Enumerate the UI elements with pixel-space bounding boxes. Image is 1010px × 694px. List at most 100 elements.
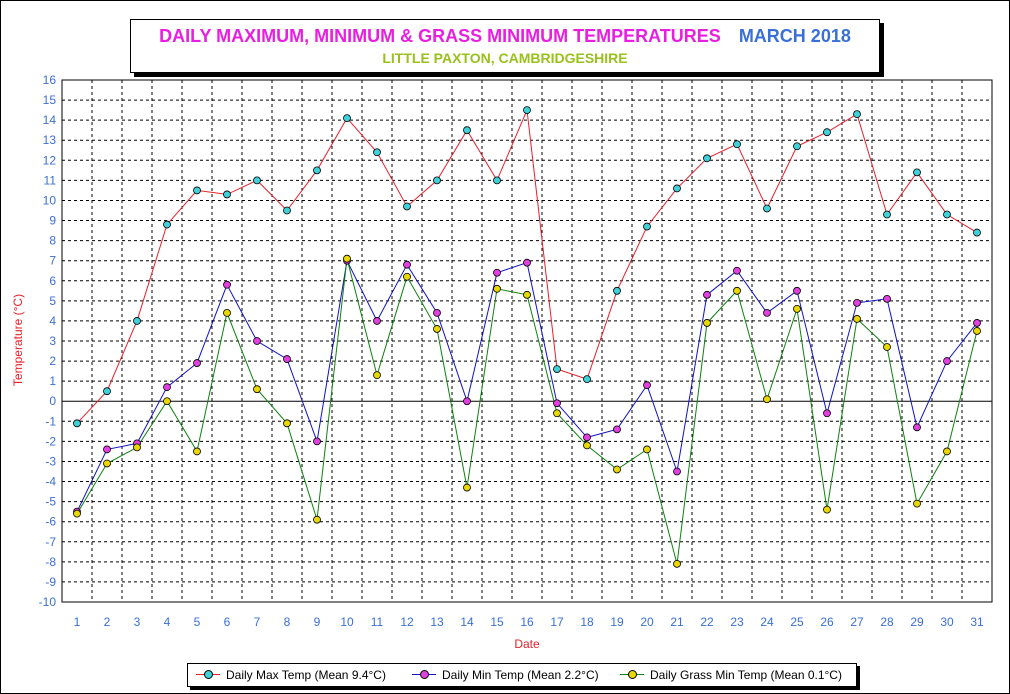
max-temp-point xyxy=(403,202,411,211)
y-tick-label: -9 xyxy=(45,575,56,589)
legend-marker xyxy=(204,670,213,679)
x-tick-label: 7 xyxy=(254,615,261,629)
y-tick-label: -2 xyxy=(45,434,56,448)
legend-swatch xyxy=(194,664,222,686)
grass-min-temp-point xyxy=(493,284,501,293)
min-temp-point xyxy=(463,397,471,406)
temperature-chart: 161514131211109876543210-1-2-3-4-5-6-7-8… xyxy=(11,73,993,651)
chart-month: MARCH 2018 xyxy=(738,26,851,46)
max-temp-point xyxy=(853,110,861,119)
x-tick-label: 9 xyxy=(314,615,321,629)
x-tick-label: 21 xyxy=(670,615,684,629)
min-temp-point xyxy=(403,260,411,269)
grass-min-temp-point xyxy=(73,509,81,518)
max-temp-point xyxy=(973,228,981,237)
y-tick-label: 15 xyxy=(43,93,57,107)
legend-item-grass-min: Daily Grass Min Temp (Mean 0.1°C) xyxy=(618,664,842,686)
grass-min-temp-point xyxy=(763,395,771,404)
max-temp-point xyxy=(553,365,561,374)
x-tick-label: 2 xyxy=(104,615,111,629)
max-temp-point xyxy=(283,206,291,215)
grass-min-temp-point xyxy=(463,483,471,492)
grass-min-temp-point xyxy=(433,325,441,333)
x-tick-label: 1 xyxy=(74,615,81,629)
min-temp-point xyxy=(883,294,891,303)
y-tick-label: 8 xyxy=(49,234,56,248)
x-tick-label: 6 xyxy=(224,615,231,629)
max-temp-point xyxy=(223,190,231,199)
max-temp-point xyxy=(253,176,261,185)
x-tick-label: 19 xyxy=(610,615,624,629)
y-tick-label: 2 xyxy=(49,354,56,368)
grass-min-temp-point xyxy=(823,505,831,514)
x-tick-label: 25 xyxy=(790,615,804,629)
y-tick-label: -7 xyxy=(45,535,56,549)
legend-item-max: Daily Max Temp (Mean 9.4°C) xyxy=(194,664,386,686)
grass-min-temp-point xyxy=(283,419,291,428)
grass-min-temp-point xyxy=(553,409,561,418)
max-temp-point xyxy=(133,317,141,325)
x-tick-label: 10 xyxy=(340,615,354,629)
grass-min-temp-point xyxy=(103,459,111,468)
min-temp-point xyxy=(613,425,621,434)
grass-min-temp-point xyxy=(163,397,171,406)
x-axis-label: Date xyxy=(514,637,540,651)
min-temp-point xyxy=(673,467,681,476)
x-tick-label: 24 xyxy=(760,615,774,629)
y-tick-label: -4 xyxy=(45,475,56,489)
y-tick-label: -10 xyxy=(39,595,57,609)
x-tick-label: 23 xyxy=(730,615,744,629)
max-temp-point xyxy=(73,419,81,428)
grass-min-temp-point xyxy=(853,315,861,323)
min-temp-point xyxy=(703,290,711,299)
grass-min-temp-point xyxy=(523,290,531,299)
y-tick-label: -3 xyxy=(45,454,56,468)
x-tick-label: 3 xyxy=(134,615,141,629)
min-temp-point xyxy=(853,298,861,307)
grass-min-temp-point xyxy=(913,499,921,508)
max-temp-point xyxy=(943,210,951,219)
y-tick-label: -1 xyxy=(45,414,56,428)
legend-label: Daily Min Temp (Mean 2.2°C) xyxy=(442,668,599,682)
min-temp-point xyxy=(583,433,591,442)
max-temp-point xyxy=(103,387,111,396)
max-temp-point xyxy=(793,142,801,151)
x-tick-label: 29 xyxy=(910,615,924,629)
legend-label: Daily Grass Min Temp (Mean 0.1°C) xyxy=(650,668,842,682)
y-tick-label: 14 xyxy=(43,113,57,127)
max-temp-point xyxy=(493,176,501,185)
grass-min-temp-point xyxy=(313,515,321,524)
y-tick-label: -6 xyxy=(45,515,56,529)
min-temp-point xyxy=(313,437,321,446)
legend-marker xyxy=(420,670,429,679)
max-temp-point xyxy=(883,210,891,219)
min-temp-point xyxy=(523,258,531,267)
min-temp-point xyxy=(553,399,561,408)
grass-min-temp-point xyxy=(883,343,891,351)
max-temp-point xyxy=(463,126,471,135)
max-temp-point xyxy=(343,114,351,123)
x-tick-label: 18 xyxy=(580,615,594,629)
grass-min-temp-point xyxy=(193,447,201,456)
x-tick-label: 27 xyxy=(850,615,864,629)
chart-subtitle: LITTLE PAXTON, CAMBRIDGESHIRE xyxy=(382,50,628,66)
grass-min-temp-point xyxy=(253,385,261,394)
y-tick-label: 13 xyxy=(43,133,57,147)
max-temp-point xyxy=(163,220,171,229)
y-tick-label: 9 xyxy=(49,214,56,228)
min-temp-point xyxy=(913,423,921,432)
grass-min-temp-point xyxy=(673,559,681,568)
y-tick-label: -5 xyxy=(45,495,56,509)
grass-min-temp-point xyxy=(943,447,951,456)
min-temp-point xyxy=(193,359,201,367)
grass-min-temp-point xyxy=(583,441,591,450)
legend-label: Daily Max Temp (Mean 9.4°C) xyxy=(226,668,386,682)
legend-marker xyxy=(628,670,637,679)
max-temp-point xyxy=(823,128,831,137)
x-tick-label: 11 xyxy=(371,615,384,629)
legend-swatch xyxy=(618,664,646,686)
y-tick-label: 6 xyxy=(49,274,56,288)
x-tick-label: 16 xyxy=(520,615,534,629)
grass-min-temp-point xyxy=(643,445,651,454)
max-temp-point xyxy=(433,176,441,185)
